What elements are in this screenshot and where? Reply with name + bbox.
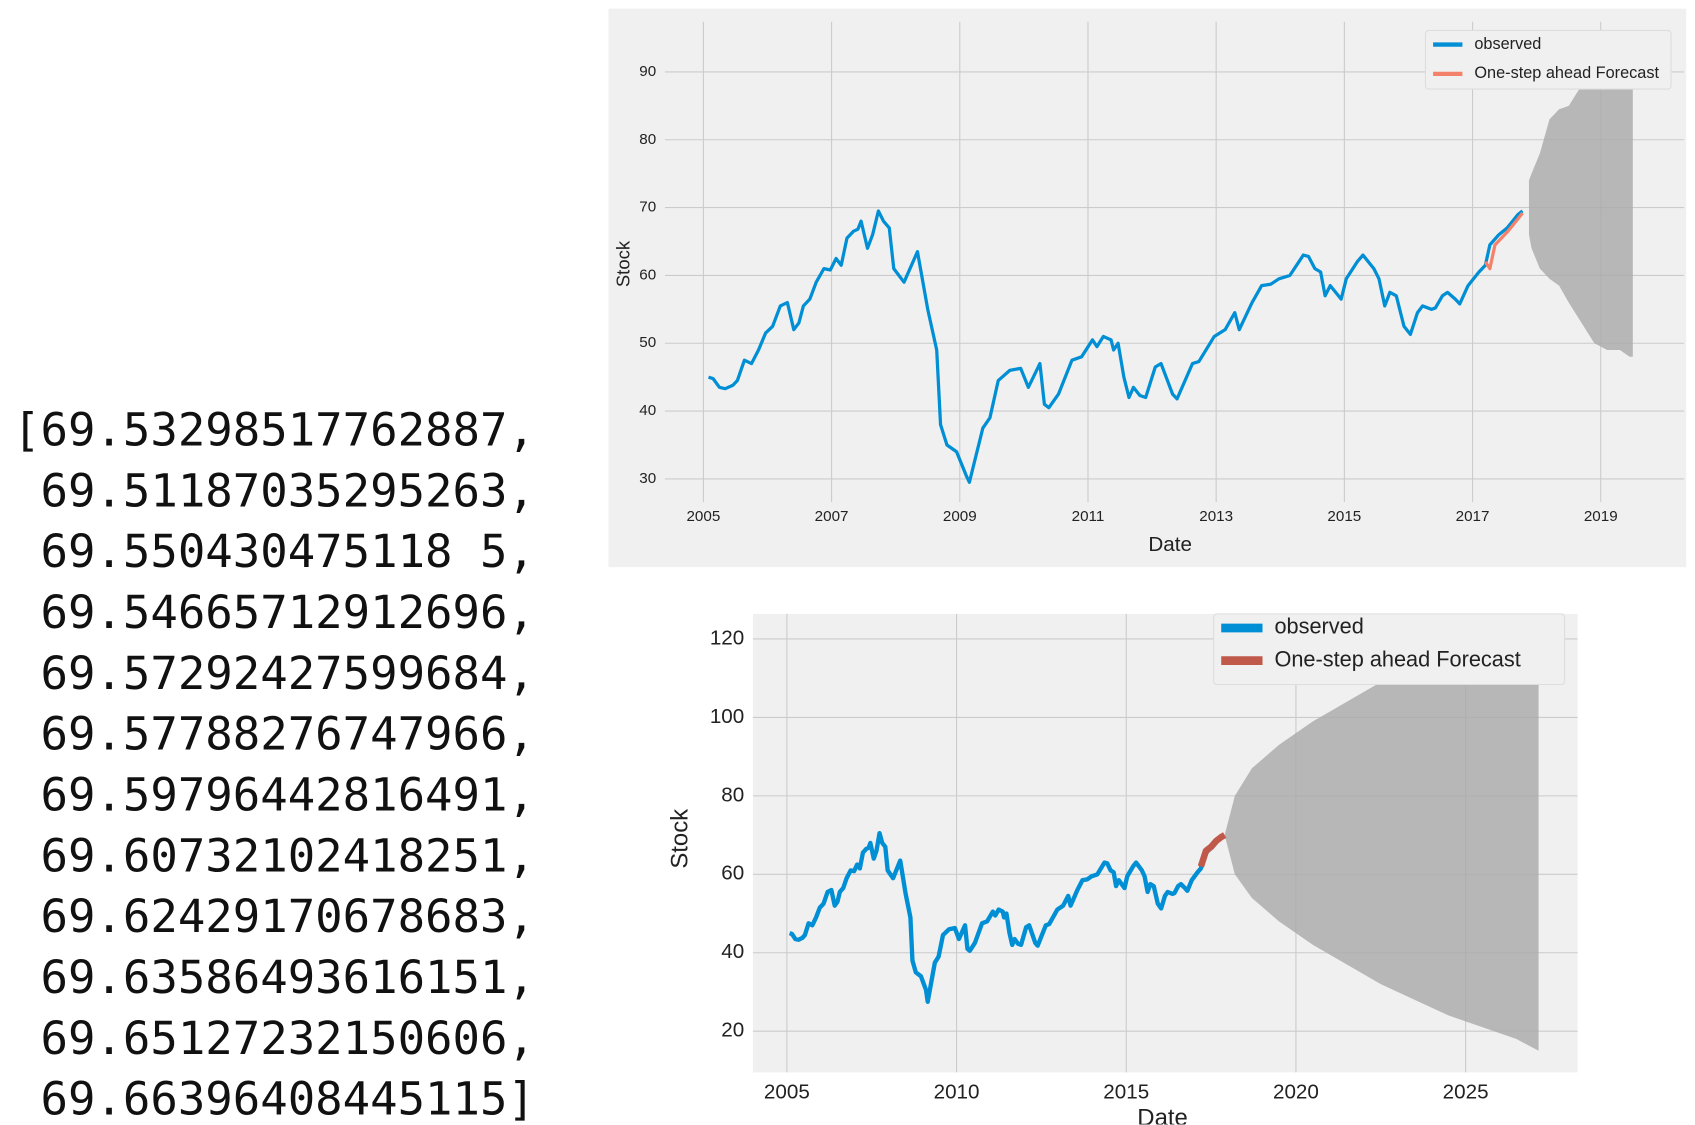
y-tick-label: 20 bbox=[721, 1019, 744, 1042]
x-tick-label: 2011 bbox=[1072, 508, 1105, 525]
x-tick-label: 2007 bbox=[815, 508, 849, 525]
x-tick-label: 2010 bbox=[934, 1080, 980, 1103]
confidence-band bbox=[1224, 623, 1539, 1051]
legend-label: observed bbox=[1274, 614, 1363, 639]
x-tick-label: 2019 bbox=[1584, 508, 1618, 525]
output-line: 69.57788276747966, bbox=[13, 708, 535, 761]
legend-label: observed bbox=[1474, 35, 1541, 53]
output-line: 69.62429170678683, bbox=[13, 890, 535, 943]
y-tick-label: 50 bbox=[639, 334, 656, 351]
y-tick-label: 60 bbox=[721, 862, 744, 885]
y-tick-label: 40 bbox=[639, 402, 656, 419]
x-tick-label: 2013 bbox=[1199, 508, 1233, 525]
output-line: 69.54665712912696, bbox=[13, 586, 535, 639]
y-tick-label: 70 bbox=[639, 199, 656, 216]
output-line: 69.63586493616151, bbox=[13, 951, 535, 1004]
output-line: 69.550430475118 5, bbox=[13, 525, 535, 578]
y-axis-label: Stock bbox=[613, 240, 634, 287]
x-axis-label: Date bbox=[1137, 1104, 1187, 1124]
output-line: 69.59796442816491, bbox=[13, 769, 535, 822]
chart: 20 40 60 80 100 120 2005 2010 2015 2020 2025 Date St… bbox=[667, 613, 1578, 1125]
legend: observed One-step ahead Forecast bbox=[1213, 613, 1566, 686]
y-tick-label: 80 bbox=[721, 783, 744, 806]
y-axis-label: Stock bbox=[667, 809, 694, 869]
y-tick-label: 90 bbox=[639, 63, 656, 80]
legend-label: One-step ahead Forecast bbox=[1474, 64, 1659, 82]
x-tick-label: 2009 bbox=[943, 508, 977, 525]
x-tick-label: 2005 bbox=[686, 508, 720, 525]
output-line: 69.51187035295263, bbox=[13, 464, 535, 517]
output-line: 69.65127232150606, bbox=[13, 1012, 535, 1065]
y-tick-label: 80 bbox=[639, 131, 656, 148]
series-line bbox=[1484, 212, 1524, 271]
x-axis-label: Date bbox=[1148, 533, 1192, 556]
plot-background bbox=[664, 21, 1685, 502]
y-tick-label: 40 bbox=[721, 940, 744, 963]
x-tick-label: 2017 bbox=[1456, 508, 1490, 525]
confidence-band bbox=[1528, 41, 1633, 357]
output-line: 69.57292427599684, bbox=[13, 647, 535, 700]
series-line bbox=[788, 830, 1222, 1004]
output-line: 69.66396408445115] bbox=[13, 1073, 535, 1125]
series-line bbox=[708, 209, 1524, 484]
y-tick-label: 60 bbox=[639, 266, 656, 283]
legend-box bbox=[1213, 613, 1566, 686]
legend-label: One-step ahead Forecast bbox=[1274, 646, 1520, 671]
x-tick-label: 2025 bbox=[1443, 1080, 1489, 1103]
series-line bbox=[1197, 832, 1227, 868]
chart: 30 40 50 60 70 80 90 2005 2007 2009 2011 2013 2015 20… bbox=[608, 8, 1687, 568]
output-line: 69.60732102418251, bbox=[13, 829, 535, 882]
x-tick-label: 2015 bbox=[1103, 1080, 1149, 1103]
x-tick-label: 2020 bbox=[1273, 1080, 1319, 1103]
legend-box bbox=[1424, 29, 1672, 90]
y-tick-label: 120 bbox=[710, 626, 744, 649]
legend: observed One-step ahead Forecast bbox=[1424, 29, 1672, 90]
y-tick-label: 100 bbox=[710, 705, 744, 728]
x-tick-label: 2015 bbox=[1327, 508, 1361, 525]
output-line: [69.53298517762887, bbox=[13, 403, 535, 456]
x-tick-label: 2005 bbox=[764, 1080, 810, 1103]
y-tick-label: 30 bbox=[639, 470, 656, 487]
